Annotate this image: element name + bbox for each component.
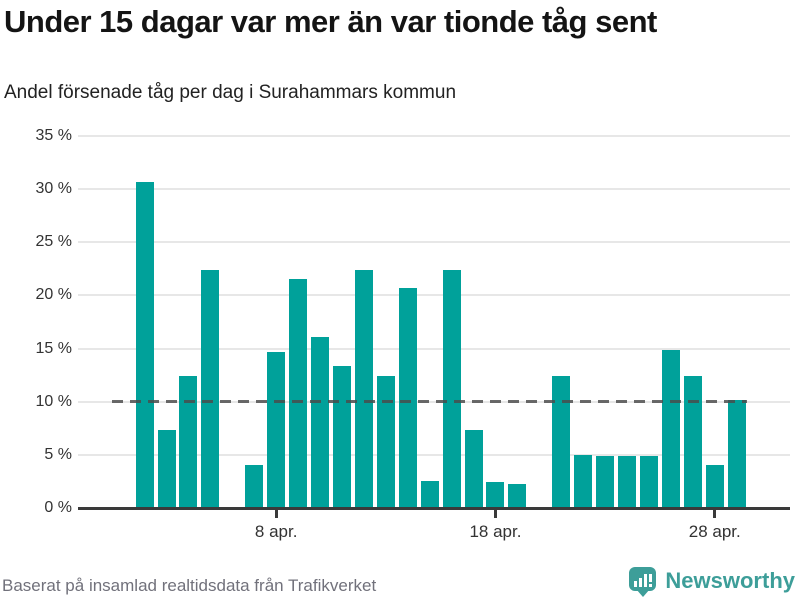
y-tick-label: 10 % xyxy=(35,392,72,410)
y-tick-label: 35 % xyxy=(35,127,72,144)
bar-5apr xyxy=(201,269,220,508)
x-tick-label: 8 apr. xyxy=(254,522,298,541)
bar-18apr xyxy=(486,482,505,508)
bar-10apr xyxy=(311,336,330,508)
bar-8apr xyxy=(267,351,286,508)
newsworthy-wordmark: Newsworthy xyxy=(665,568,795,593)
x-tick xyxy=(713,510,717,518)
bar-26apr xyxy=(661,349,680,508)
bar-16apr xyxy=(442,269,461,508)
plot-area xyxy=(78,135,790,518)
bar-19apr xyxy=(508,483,527,508)
gridline xyxy=(78,188,790,191)
gridline xyxy=(78,347,790,350)
x-tick xyxy=(274,510,278,518)
bar-3apr xyxy=(157,430,176,508)
x-tick-label: 28 apr. xyxy=(688,522,741,541)
x-axis-line xyxy=(78,507,790,510)
y-tick-label: 20 % xyxy=(35,286,72,304)
newsworthy-logo: Newsworthy xyxy=(629,565,795,599)
y-tick-label: 15 % xyxy=(35,339,72,357)
bar-4apr xyxy=(179,376,198,508)
gridline xyxy=(78,241,790,244)
bar-23apr xyxy=(596,455,615,508)
bar-24apr xyxy=(618,455,637,508)
exclamation-icon xyxy=(649,574,653,587)
bar-chart-icon xyxy=(634,574,653,587)
newsworthy-pin-icon xyxy=(629,567,657,597)
threshold-line-10pct xyxy=(112,400,747,404)
x-tick-label: 18 apr. xyxy=(469,522,522,541)
x-tick xyxy=(493,510,497,518)
gridline xyxy=(78,135,790,137)
bar-12apr xyxy=(354,269,373,508)
source-note: Baserat på insamlad realtidsdata från Tr… xyxy=(2,576,377,595)
y-tick-label: 0 % xyxy=(44,499,72,516)
bar-29apr xyxy=(727,399,746,508)
gridline xyxy=(78,453,790,456)
bar-25apr xyxy=(639,455,658,508)
y-tick-label: 25 % xyxy=(35,233,72,251)
bar-28apr xyxy=(705,465,724,508)
chart-subtitle: Andel försenade tåg per dag i Surahammar… xyxy=(4,82,457,103)
bar-13apr xyxy=(376,376,395,508)
bar-7apr xyxy=(245,465,264,508)
bar-21apr xyxy=(552,376,571,508)
bar-14apr xyxy=(398,287,417,508)
bar-15apr xyxy=(420,481,439,508)
bar-9apr xyxy=(289,279,308,508)
y-tick-label: 30 % xyxy=(35,180,72,198)
bar-11apr xyxy=(332,365,351,508)
bar-27apr xyxy=(683,376,702,508)
gridline xyxy=(78,294,790,297)
bar-2apr xyxy=(135,181,154,508)
chart-title: Under 15 dagar var mer än var tionde tåg… xyxy=(4,4,657,39)
y-tick-label: 5 % xyxy=(44,445,72,463)
bar-17apr xyxy=(464,430,483,508)
bar-22apr xyxy=(574,454,593,508)
